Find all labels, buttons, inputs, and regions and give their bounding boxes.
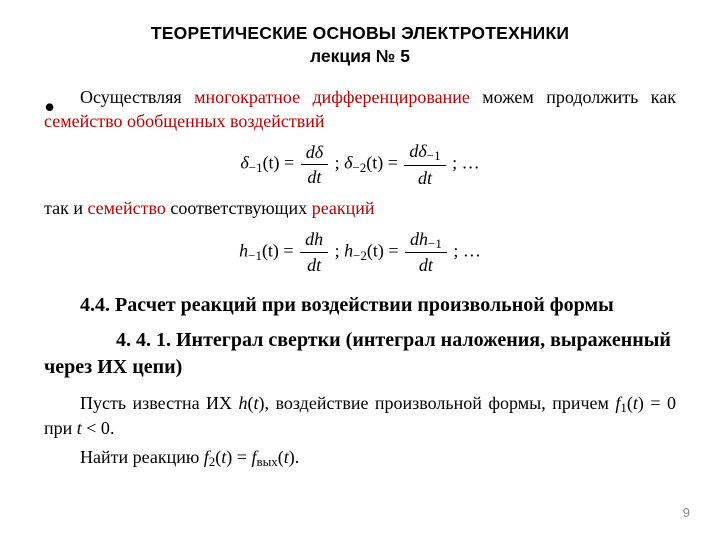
paragraph-1: Осуществляя многократное дифференцирован… xyxy=(44,85,676,134)
text: , воздействие произвольной формы, причем xyxy=(265,393,616,413)
sym: δ xyxy=(240,153,248,173)
slide: ТЕОРЕТИЧЕСКИЕ ОСНОВЫ ЭЛЕКТРОТЕХНИКИ лекц… xyxy=(0,0,720,540)
sym: h xyxy=(344,240,353,260)
denominator: dt xyxy=(404,165,445,190)
section-heading: 4.4. Расчет реакций при воздействии прои… xyxy=(44,292,676,319)
section-number: 4.4. xyxy=(80,294,115,316)
sym: h xyxy=(239,240,248,260)
text: Пусть известна ИХ xyxy=(80,393,239,413)
tail: ; … xyxy=(448,153,480,173)
subsection-heading: 4. 4. 1. Интеграл свертки (интеграл нало… xyxy=(44,327,676,381)
text: (t) xyxy=(248,393,265,413)
text: можем продолжить как xyxy=(470,87,676,107)
subscript: −1 xyxy=(249,160,263,175)
paragraph-4: Найти реакцию f2(t) = fвых(t). xyxy=(44,445,676,471)
denominator: dt xyxy=(405,252,447,277)
section-title: Расчет реакций при воздействии произволь… xyxy=(115,294,614,316)
tail: ; … xyxy=(449,240,481,260)
bullet-icon: • xyxy=(44,99,55,115)
page-title: ТЕОРЕТИЧЕСКИЕ ОСНОВЫ ЭЛЕКТРОТЕХНИКИ xyxy=(44,22,676,46)
text: (t) = xyxy=(367,240,403,260)
text: соответствующих xyxy=(166,198,312,218)
subsection-number: 4. 4. 1. xyxy=(116,329,176,351)
paragraph-2: так и семейство соответствующих реакций xyxy=(44,196,676,220)
dot: . xyxy=(110,418,115,438)
body: • Осуществляя многократное дифференциров… xyxy=(44,85,676,471)
numerator: dh−1 xyxy=(405,227,447,253)
highlight: многократное дифференцирование xyxy=(194,87,470,107)
equation-h: h−1(t) = dh dt ; h−2(t) = dh−1 dt ; … xyxy=(44,227,676,278)
subscript: −2 xyxy=(353,247,367,262)
fraction: dh dt xyxy=(300,227,328,277)
highlight: семейство обобщенных воздействий xyxy=(44,111,325,131)
sym: h xyxy=(239,393,248,413)
denominator: dt xyxy=(300,252,328,277)
text: Найти реакцию xyxy=(80,447,204,467)
text: (t) = xyxy=(263,153,299,173)
subscript: −2 xyxy=(352,160,366,175)
denominator: dt xyxy=(301,164,328,189)
text: так и xyxy=(44,198,87,218)
fraction: dh−1 dt xyxy=(405,227,447,278)
text: при xyxy=(44,418,77,438)
page-subtitle: лекция № 5 xyxy=(44,46,676,67)
text: (t) = xyxy=(262,240,298,260)
dot: . xyxy=(295,447,300,467)
highlight: семейство xyxy=(87,198,165,218)
equation-delta: δ−1(t) = dδ dt ; δ−2(t) = dδ−1 dt ; … xyxy=(44,139,676,190)
numerator: dδ−1 xyxy=(404,139,445,165)
sep: ; xyxy=(330,240,344,260)
subscript: вых xyxy=(256,454,277,469)
fraction: dδ−1 dt xyxy=(404,139,445,190)
text: Осуществляя xyxy=(80,87,194,107)
numerator: dδ xyxy=(301,140,328,164)
sep: ; xyxy=(330,153,344,173)
text: (t) = xyxy=(366,153,402,173)
subscript: −1 xyxy=(248,247,262,262)
numerator: dh xyxy=(300,227,328,251)
fraction: dδ dt xyxy=(301,140,328,190)
page-number: 9 xyxy=(683,505,690,520)
highlight: реакций xyxy=(312,198,375,218)
paragraph-3: Пусть известна ИХ h(t), воздействие прои… xyxy=(44,391,676,441)
